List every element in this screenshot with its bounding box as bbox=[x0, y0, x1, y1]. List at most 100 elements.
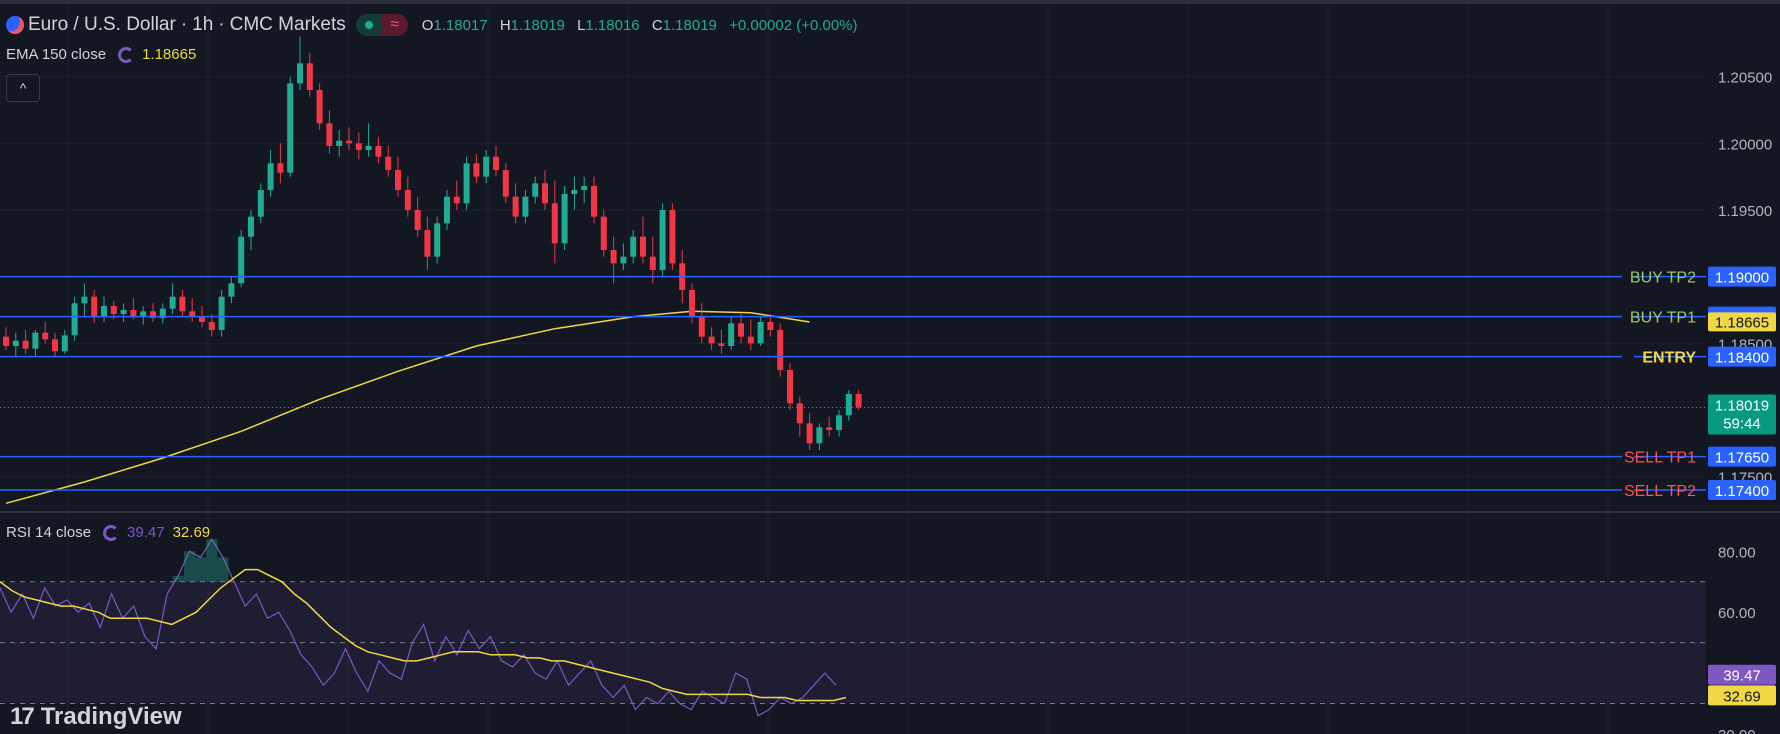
candle-body bbox=[385, 156, 392, 170]
candle-body bbox=[669, 210, 676, 264]
candle-body bbox=[414, 210, 421, 230]
refresh-icon[interactable] bbox=[103, 524, 120, 541]
chart-header: Euro / U.S. Dollar · 1h · CMC Markets ≈ … bbox=[6, 14, 858, 36]
candle-body bbox=[238, 236, 245, 284]
candle-body bbox=[698, 316, 705, 337]
candle-body bbox=[453, 196, 460, 204]
ema-price-label: 1.18665 bbox=[1715, 314, 1769, 331]
candle-body bbox=[42, 332, 49, 340]
candle-body bbox=[581, 186, 588, 190]
candle-body bbox=[336, 140, 343, 146]
price-tick-label: 1.20000 bbox=[1718, 136, 1772, 153]
rsi-value-label: 39.47 bbox=[1723, 668, 1761, 685]
rsi-value: 39.47 bbox=[127, 524, 165, 541]
rsi-line bbox=[0, 537, 837, 717]
rsi-ma-line bbox=[0, 568, 847, 702]
candle-body bbox=[3, 336, 9, 346]
candle-body bbox=[444, 196, 450, 224]
price-tick-label: 1.20500 bbox=[1718, 70, 1772, 87]
candle-body bbox=[404, 190, 411, 210]
symbol-title[interactable]: Euro / U.S. Dollar bbox=[28, 14, 176, 35]
candle-body bbox=[169, 296, 176, 309]
top-border bbox=[0, 0, 1780, 4]
rsi-value-badge bbox=[1708, 664, 1776, 685]
candle-body bbox=[855, 394, 862, 408]
candle-body bbox=[208, 322, 215, 330]
candle-body bbox=[218, 296, 225, 330]
level-price-label: 1.17400 bbox=[1715, 483, 1769, 500]
candle-body bbox=[689, 290, 695, 317]
candle-body bbox=[257, 190, 264, 217]
candle-body bbox=[551, 203, 558, 244]
chevron-up-icon: ^ bbox=[19, 80, 27, 96]
candle-body bbox=[659, 210, 666, 270]
market-open-icon bbox=[355, 14, 382, 36]
candle-body bbox=[159, 308, 166, 318]
level-label: BUY TP2 bbox=[1630, 270, 1696, 287]
candle-body bbox=[493, 156, 499, 170]
candle-body bbox=[473, 163, 480, 177]
candle-body bbox=[248, 216, 254, 237]
rsi-overbought-fill bbox=[172, 539, 229, 582]
ohlc-values: O1.18017 H1.18019 L1.18016 C1.18019 +0.0… bbox=[421, 16, 858, 34]
level-label: BUY TP1 bbox=[1630, 310, 1696, 327]
candle-body bbox=[610, 250, 617, 264]
candle-body bbox=[747, 336, 754, 344]
level-label: SELL TP1 bbox=[1624, 450, 1696, 467]
candle-body bbox=[297, 63, 303, 84]
candle-body bbox=[71, 303, 78, 336]
ema-label: EMA 150 close bbox=[6, 46, 107, 63]
level-label: SELL TP2 bbox=[1624, 483, 1696, 500]
rsi-label: RSI 14 close bbox=[6, 524, 92, 541]
candle-body bbox=[561, 194, 568, 244]
level-price-label: 1.17650 bbox=[1715, 450, 1769, 467]
candle-body bbox=[81, 296, 88, 304]
current-price-label: 1.18019 bbox=[1715, 397, 1769, 414]
candle-body bbox=[757, 322, 764, 344]
candle-body bbox=[542, 183, 548, 204]
candle-body bbox=[532, 183, 539, 197]
candle-body bbox=[630, 236, 637, 257]
separator: · bbox=[218, 14, 225, 35]
candle-body bbox=[91, 296, 98, 317]
candle-body bbox=[130, 310, 137, 317]
candle-body bbox=[816, 427, 823, 444]
candle-body bbox=[463, 163, 470, 204]
refresh-icon[interactable] bbox=[118, 46, 135, 63]
candle-body bbox=[52, 339, 58, 352]
candle-body bbox=[110, 306, 117, 314]
wave-icon: ≈ bbox=[381, 14, 408, 36]
tradingview-logo-text: TradingView bbox=[40, 703, 182, 730]
exchange-label: CMC Markets bbox=[229, 14, 346, 35]
countdown-label: 59:44 bbox=[1723, 415, 1761, 432]
candle-body bbox=[512, 196, 519, 217]
level-price-label: 1.18400 bbox=[1715, 350, 1769, 367]
candle-body bbox=[708, 336, 715, 344]
candle-body bbox=[649, 256, 656, 270]
separator: · bbox=[180, 14, 188, 35]
candle-body bbox=[787, 370, 793, 404]
collapse-legend-button[interactable]: ^ bbox=[6, 74, 40, 102]
candle-body bbox=[395, 170, 401, 190]
ema-legend[interactable]: EMA 150 close 1.18665 bbox=[6, 46, 196, 63]
tradingview-logo[interactable]: 17 TradingView bbox=[10, 703, 182, 731]
candle-body bbox=[306, 63, 313, 90]
rsi-tick-label: 60.00 bbox=[1718, 605, 1756, 622]
candle-body bbox=[826, 427, 833, 430]
candle-body bbox=[640, 236, 646, 257]
change-value: +0.00002 (+0.00%) bbox=[729, 16, 858, 34]
candle-body bbox=[434, 223, 441, 257]
candle-body bbox=[777, 330, 784, 370]
candle-body bbox=[140, 311, 147, 317]
rsi-legend[interactable]: RSI 14 close 39.47 32.69 bbox=[6, 524, 210, 541]
candle-body bbox=[738, 323, 744, 337]
candle-body bbox=[61, 335, 68, 352]
candle-body bbox=[189, 311, 196, 317]
candle-body bbox=[326, 123, 333, 146]
rsi-ma-label: 32.69 bbox=[1723, 688, 1761, 705]
market-status-pill[interactable]: ≈ bbox=[355, 14, 408, 36]
candle-body bbox=[120, 310, 127, 314]
candle-body bbox=[199, 316, 205, 322]
interval-label[interactable]: 1h bbox=[192, 14, 214, 35]
